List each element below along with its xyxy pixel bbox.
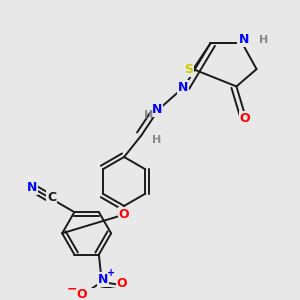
Text: N: N bbox=[178, 81, 188, 94]
Text: O: O bbox=[117, 277, 127, 290]
Text: +: + bbox=[107, 268, 115, 278]
Text: C: C bbox=[47, 191, 56, 204]
Text: N: N bbox=[152, 103, 162, 116]
Text: −: − bbox=[67, 283, 78, 296]
Text: O: O bbox=[77, 288, 88, 300]
Text: H: H bbox=[152, 135, 162, 145]
Text: N: N bbox=[238, 33, 249, 46]
Text: H: H bbox=[259, 35, 268, 45]
Text: N: N bbox=[98, 273, 108, 286]
Text: O: O bbox=[119, 208, 129, 221]
Text: O: O bbox=[240, 112, 250, 124]
Text: N: N bbox=[27, 182, 38, 194]
Text: H: H bbox=[144, 110, 154, 120]
Text: S: S bbox=[184, 63, 194, 76]
